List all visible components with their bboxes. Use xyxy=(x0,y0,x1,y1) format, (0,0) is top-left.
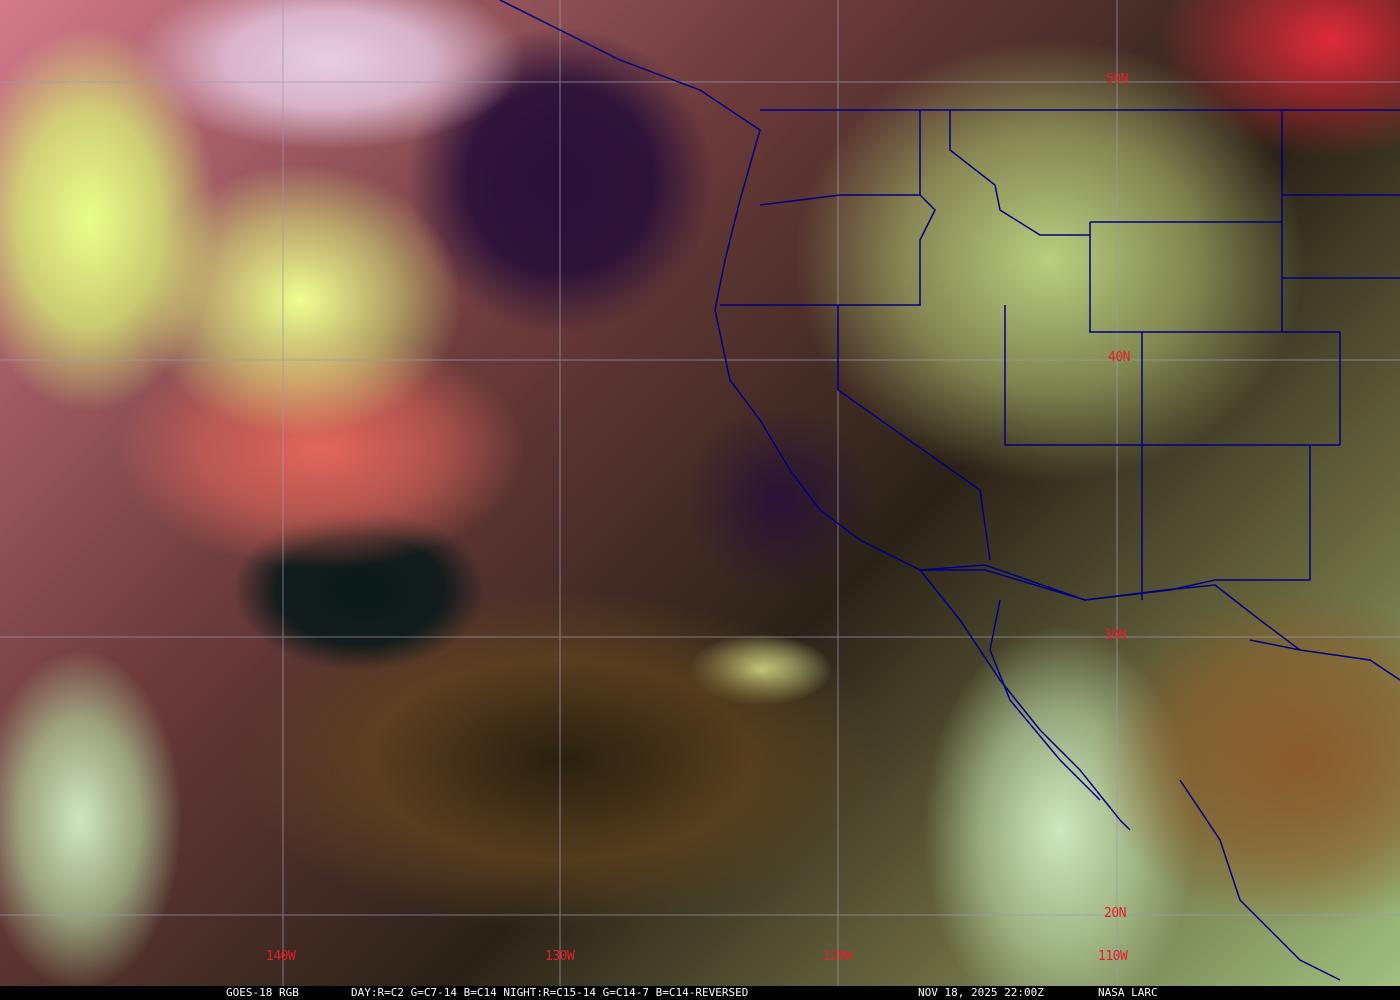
us-mexico-border xyxy=(919,564,1301,651)
label-40n: 40N xyxy=(1108,350,1130,365)
caption-product: GOES-18 RGB xyxy=(226,986,299,999)
state-borders xyxy=(720,110,1400,601)
caption-source: NASA LARC xyxy=(1098,986,1158,999)
caption-timestamp: NOV 18, 2025 22:00Z xyxy=(918,986,1044,999)
label-120w: 120W xyxy=(823,949,853,964)
label-140w: 140W xyxy=(266,949,296,964)
caption-bar: GOES-18 RGB DAY:R=C2 G=C7-14 B=C14 NIGHT… xyxy=(0,986,1400,1000)
label-110w: 110W xyxy=(1098,949,1128,964)
label-20n: 20N xyxy=(1104,906,1126,921)
caption-recipe: DAY:R=C2 G=C7-14 B=C14 NIGHT:R=C15-14 G=… xyxy=(351,986,749,999)
label-30n: 30N xyxy=(1104,628,1126,643)
label-50n: 50N xyxy=(1106,72,1128,87)
label-130w: 130W xyxy=(545,949,575,964)
coastline xyxy=(499,0,1400,981)
political-borders xyxy=(499,0,1400,981)
